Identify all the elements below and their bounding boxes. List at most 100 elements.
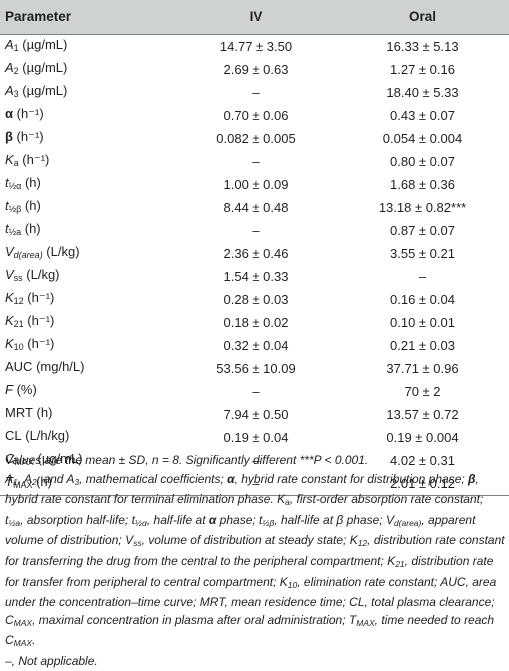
param-subscript: ½a — [8, 226, 22, 237]
pharmacokinetic-table: Parameter IV Oral A1 (µg/mL) 14.77 ± 3.5… — [0, 0, 509, 496]
param-subscript: MAX — [12, 479, 33, 490]
oral-value: 16.33 ± 5.13 — [386, 38, 459, 54]
parameter-cell: Vss (L/kg) — [0, 265, 176, 288]
table-row: Vss (L/kg) 1.54 ± 0.33 – — [0, 265, 509, 288]
parameter-cell: α (h⁻¹) — [0, 104, 176, 127]
iv-value: 7.94 ± 0.50 — [223, 406, 289, 422]
table-row: TMAX (h) – 2.01 ± 0.12 — [0, 471, 509, 496]
param-unit: (h⁻¹) — [23, 289, 55, 305]
param-unit: (µg/mL) — [18, 36, 68, 52]
table-header: Parameter IV Oral — [0, 0, 509, 35]
param-symbol: C — [5, 450, 15, 466]
table-body: A1 (µg/mL) 14.77 ± 3.50 16.33 ± 5.13 A2 … — [0, 34, 509, 496]
table-row: Ka (h⁻¹) – 0.80 ± 0.07 — [0, 150, 509, 173]
table-row: K21 (h⁻¹) 0.18 ± 0.02 0.10 ± 0.01 — [0, 311, 509, 334]
oral-value: 1.27 ± 0.16 — [390, 61, 455, 77]
oral-value: 0.43 ± 0.07 — [390, 107, 455, 123]
table-row: Vd(area) (L/kg) 2.36 ± 0.46 3.55 ± 0.21 — [0, 242, 509, 265]
table-row: A3 (µg/mL) – 18.40 ± 5.33 — [0, 81, 509, 104]
iv-value: – — [176, 471, 336, 496]
table-row: β (h⁻¹) 0.082 ± 0.005 0.054 ± 0.004 — [0, 127, 509, 150]
param-unit: (h⁻¹) — [23, 312, 55, 328]
param-unit: (h⁻¹) — [13, 105, 44, 121]
header-iv: IV — [176, 0, 336, 35]
param-subscript: 12 — [13, 295, 24, 306]
oral-value: 3.55 ± 0.21 — [390, 245, 455, 261]
param-symbol: AUC — [5, 358, 33, 374]
oral-value: 37.71 ± 0.96 — [386, 360, 459, 376]
table-row: K10 (h⁻¹) 0.32 ± 0.04 0.21 ± 0.03 — [0, 334, 509, 357]
param-unit: (µg/mL) — [18, 59, 68, 75]
parameter-cell: K12 (h⁻¹) — [0, 288, 176, 311]
iv-value: 0.19 ± 0.04 — [223, 429, 289, 445]
iv-value: – — [252, 153, 260, 169]
oral-value: 0.21 ± 0.03 — [390, 337, 455, 353]
oral-value: 0.19 ± 0.004 — [386, 429, 459, 445]
param-symbol: V — [5, 243, 14, 259]
parameter-cell: MRT (h) — [0, 403, 176, 426]
parameter-cell: AUC (mg/h/L) — [0, 357, 176, 380]
parameter-cell: K10 (h⁻¹) — [0, 334, 176, 357]
footnote-abbreviations: A1, A2, and A3, mathematical coefficient… — [5, 471, 505, 649]
oral-value: 0.80 ± 0.07 — [390, 153, 455, 169]
iv-value: – — [252, 84, 260, 100]
parameter-cell: K21 (h⁻¹) — [0, 311, 176, 334]
parameter-cell: TMAX (h) — [0, 471, 176, 496]
oral-value: 70 ± 2 — [404, 383, 441, 399]
oral-value: – — [418, 268, 427, 284]
param-subscript: 1 — [13, 42, 19, 53]
param-symbol: K — [5, 289, 14, 305]
iv-value: 1.54 ± 0.33 — [223, 268, 289, 284]
param-unit: (h) — [21, 197, 41, 213]
iv-value: 8.44 ± 0.48 — [223, 199, 289, 215]
param-symbol: β — [5, 128, 13, 144]
table-row: MRT (h) 7.94 ± 0.50 13.57 ± 0.72 — [0, 403, 509, 426]
oral-value: 13.18 ± 0.82*** — [378, 199, 467, 215]
param-unit: (µg/mL) — [33, 450, 83, 466]
oral-value: 0.10 ± 0.01 — [390, 314, 455, 330]
table-row: CMAX (µg/mL) – 4.02 ± 0.31 — [0, 449, 509, 472]
table-row: A1 (µg/mL) 14.77 ± 3.50 16.33 ± 5.13 — [0, 34, 509, 58]
parameter-cell: F (%) — [0, 380, 176, 403]
param-symbol: A — [5, 36, 14, 52]
oral-value: 0.16 ± 0.04 — [390, 291, 455, 307]
param-symbol: MRT — [5, 404, 33, 420]
param-unit: (h⁻¹) — [23, 335, 55, 351]
oral-value: 2.01 ± 0.12 — [336, 471, 509, 496]
param-subscript: 10 — [13, 341, 24, 352]
header-oral: Oral — [336, 0, 509, 35]
param-subscript: a — [13, 157, 19, 168]
param-symbol: F — [5, 381, 13, 397]
iv-value: 2.36 ± 0.46 — [223, 245, 289, 261]
param-unit: (L/kg) — [22, 266, 60, 282]
table-row: t½a (h) – 0.87 ± 0.07 — [0, 219, 509, 242]
param-unit: (h) — [32, 473, 52, 489]
param-symbol: t — [5, 197, 9, 213]
param-unit: (h) — [21, 174, 41, 190]
table-row: F (%) – 70 ± 2 — [0, 380, 509, 403]
table-row: t½α (h) 1.00 ± 0.09 1.68 ± 0.36 — [0, 173, 509, 196]
parameter-cell: Vd(area) (L/kg) — [0, 242, 176, 265]
iv-value: 14.77 ± 3.50 — [219, 38, 293, 54]
header-parameter: Parameter — [0, 0, 176, 35]
param-subscript: 21 — [13, 318, 24, 329]
param-symbol: t — [5, 174, 9, 190]
table-row: AUC (mg/h/L) 53.56 ± 10.09 37.71 ± 0.96 — [0, 357, 509, 380]
table-row: K12 (h⁻¹) 0.28 ± 0.03 0.16 ± 0.04 — [0, 288, 509, 311]
param-subscript: ½β — [8, 203, 22, 214]
param-symbol: A — [5, 82, 14, 98]
header-row: Parameter IV Oral — [0, 0, 509, 35]
param-subscript: MAX — [14, 456, 34, 467]
param-unit: (h) — [32, 404, 53, 420]
iv-value: 53.56 ± 10.09 — [216, 360, 296, 376]
param-unit: (µg/mL) — [18, 82, 68, 98]
parameter-cell: CL (L/h/kg) — [0, 426, 176, 449]
oral-value: 1.68 ± 0.36 — [390, 176, 455, 192]
table-row: α (h⁻¹) 0.70 ± 0.06 0.43 ± 0.07 — [0, 104, 509, 127]
iv-value: 0.18 ± 0.02 — [223, 314, 289, 330]
param-symbol: K — [5, 151, 14, 167]
param-symbol: CL — [5, 427, 22, 443]
oral-value: 18.40 ± 5.33 — [386, 84, 459, 100]
param-symbol: T — [5, 473, 13, 489]
param-subscript: ss — [13, 272, 23, 283]
